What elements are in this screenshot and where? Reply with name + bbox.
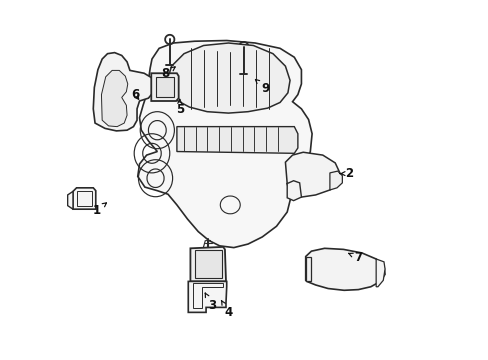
Text: 6: 6 <box>130 88 139 101</box>
Polygon shape <box>305 257 311 282</box>
Polygon shape <box>286 181 301 201</box>
Polygon shape <box>138 41 311 248</box>
Text: 7: 7 <box>348 251 362 264</box>
Polygon shape <box>73 188 96 209</box>
Polygon shape <box>93 53 155 131</box>
Text: 1: 1 <box>93 203 106 217</box>
Text: 3: 3 <box>205 293 215 312</box>
Polygon shape <box>155 77 174 98</box>
Text: 8: 8 <box>161 67 175 81</box>
Circle shape <box>307 168 323 184</box>
Polygon shape <box>177 127 297 153</box>
Circle shape <box>288 185 298 195</box>
Polygon shape <box>151 73 178 101</box>
Polygon shape <box>101 71 127 127</box>
Polygon shape <box>166 43 289 113</box>
Polygon shape <box>329 171 342 190</box>
Polygon shape <box>190 247 225 282</box>
Polygon shape <box>285 152 339 197</box>
Circle shape <box>105 60 118 73</box>
Circle shape <box>331 176 340 185</box>
Text: 2: 2 <box>339 167 353 180</box>
Text: 4: 4 <box>221 301 232 319</box>
Polygon shape <box>305 248 384 290</box>
Circle shape <box>337 260 357 280</box>
Polygon shape <box>375 259 384 287</box>
Polygon shape <box>188 282 226 312</box>
Text: 5: 5 <box>175 99 183 116</box>
Polygon shape <box>194 251 222 278</box>
Polygon shape <box>67 192 73 209</box>
Text: 9: 9 <box>255 80 269 95</box>
